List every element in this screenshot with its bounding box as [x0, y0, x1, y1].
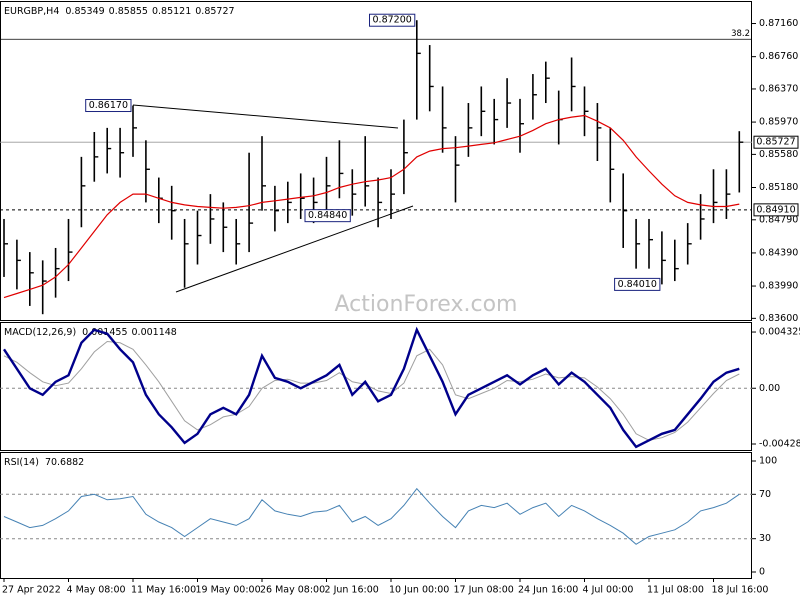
trend-line: [132, 104, 399, 129]
annotation-label: 0.84840: [308, 210, 347, 221]
x-tick-label: 4 Jul 00:00: [583, 585, 634, 596]
header-value: 0.001148: [132, 327, 177, 338]
header-value: 0.85727: [195, 6, 234, 17]
header-value: 0.85349: [65, 6, 104, 17]
y-tick-label: 0.85580: [759, 149, 798, 160]
x-tick-label: 27 Apr 2022: [2, 585, 61, 596]
annotation-box: [304, 209, 351, 223]
y-tick-label: -0.004288: [759, 438, 800, 449]
moving-average: [3, 114, 740, 299]
y-tick-label: 0.87160: [759, 18, 798, 29]
panel-title-name: EURGBP,H4: [4, 6, 59, 17]
annotation-box: [85, 99, 132, 113]
price-box-label: 0.84910: [756, 204, 795, 215]
panel-title: MACD(12,26,9) 0.001455 0.001148: [4, 327, 177, 338]
x-tick-label: 11 Jul 08:00: [647, 585, 704, 596]
price-box: [753, 135, 799, 149]
header-value: 0.85121: [152, 6, 191, 17]
price-box: [753, 203, 799, 217]
annotation-label: 0.86170: [89, 100, 128, 111]
annotation-box: [614, 277, 661, 291]
y-tick-label: 0.84390: [759, 247, 798, 258]
y-tick-label: 0.85970: [759, 117, 798, 128]
y-tick-label: 0.00: [759, 383, 780, 394]
x-tick-label: 17 Jun 08:00: [454, 585, 514, 596]
y-tick-label: 30: [759, 533, 771, 544]
panel-title: RSI(14) 70.6882: [4, 457, 84, 468]
macd-panel: [0, 322, 752, 451]
annotation-label: 0.87200: [373, 15, 412, 26]
y-tick-label: 0: [759, 567, 765, 578]
price-box-label: 0.85727: [756, 137, 795, 148]
panel-title-name: RSI(14): [4, 457, 39, 468]
y-tick-label: 0.83990: [759, 281, 798, 292]
header-value: 70.6882: [45, 457, 84, 468]
x-tick-label: 24 Jun 16:00: [518, 585, 578, 596]
fib-label: 38.2: [731, 29, 750, 39]
trend-line: [175, 205, 414, 293]
x-tick-label: 19 May 00:00: [196, 585, 261, 596]
x-tick-label: 10 Jun 00:00: [389, 585, 449, 596]
annotation-label: 0.84010: [618, 279, 657, 290]
y-tick-label: 0.85180: [759, 182, 798, 193]
annotation-box: [369, 13, 416, 27]
panel-title-name: MACD(12,26,9): [4, 327, 76, 338]
indicator-line: [3, 340, 740, 441]
x-tick-label: 18 Jul 16:00: [712, 585, 769, 596]
y-tick-label: 0.84790: [759, 214, 798, 225]
rsi-panel: [0, 452, 752, 579]
x-tick-label: 11 May 16:00: [131, 585, 196, 596]
x-tick-label: 26 May 08:00: [260, 585, 325, 596]
x-tick-label: 4 May 08:00: [67, 585, 126, 596]
y-tick-label: 70: [759, 489, 771, 500]
indicator-line: [2, 326, 740, 449]
y-tick-label: 0.86370: [759, 83, 798, 94]
header-value: 0.85855: [109, 6, 148, 17]
panel-title: EURGBP,H4 0.85349 0.85855 0.85121 0.85727: [4, 6, 235, 17]
y-tick-label: 0.83600: [759, 313, 798, 324]
x-tick-label: 2 Jun 16:00: [325, 585, 379, 596]
watermark: ActionForex.com: [335, 292, 518, 317]
y-tick-label: 0.004325: [759, 327, 800, 338]
indicator-line: [3, 487, 740, 545]
price-panel: [0, 1, 752, 321]
y-tick-label: 0.86760: [759, 51, 798, 62]
y-tick-label: 100: [759, 455, 777, 466]
